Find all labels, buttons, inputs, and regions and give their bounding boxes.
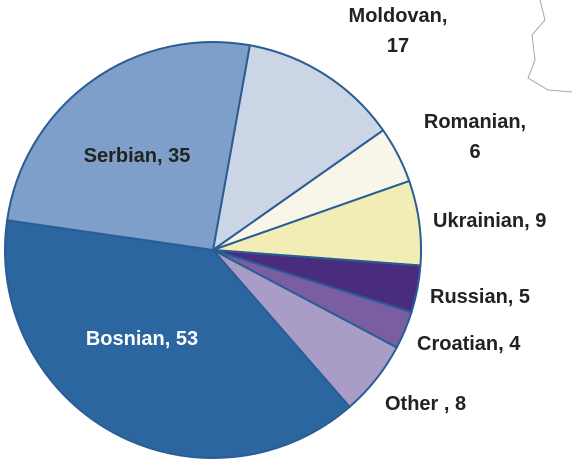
slice-label: Ukrainian, 9: [433, 210, 546, 232]
pie-slice: [211, 44, 385, 253]
slice-label: Moldovan, 17: [349, 5, 448, 57]
slice-label: Romanian, 6: [424, 111, 526, 163]
map-outline: [527, 0, 572, 93]
slice-label: Serbian, 35: [84, 145, 191, 167]
pie-slice: [4, 219, 351, 459]
pie-slice: [6, 41, 251, 252]
slice-label: Other , 8: [385, 393, 466, 415]
slice-label: Bosnian, 53: [86, 328, 198, 350]
slice-label: Russian, 5: [430, 286, 530, 308]
slice-label: Croatian, 4: [417, 333, 521, 355]
